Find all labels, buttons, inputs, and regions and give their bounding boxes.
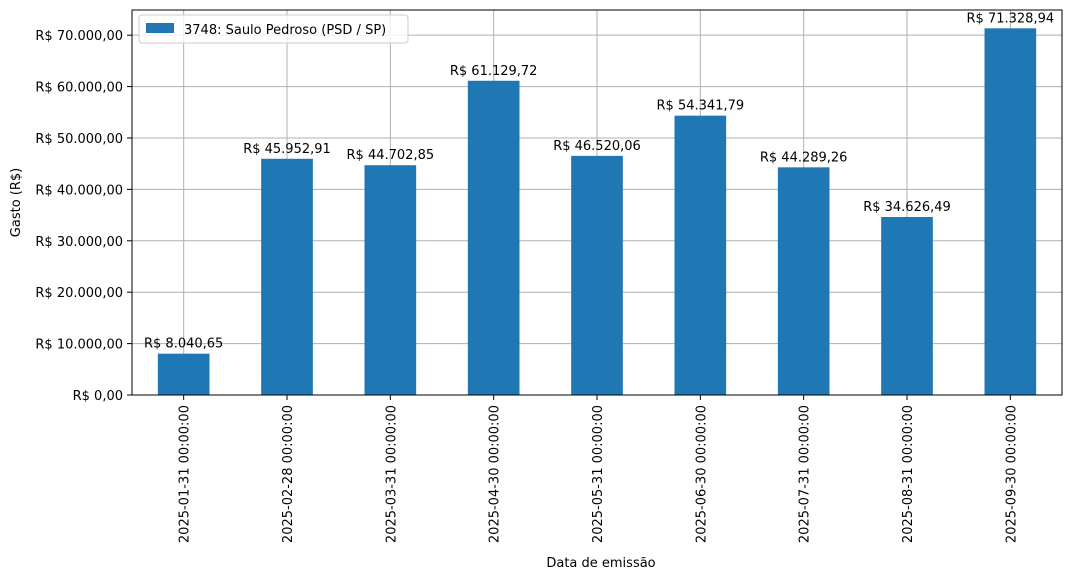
x-tick-label: 2025-04-30 00:00:00	[488, 405, 503, 543]
x-axis: 2025-01-31 00:00:00 2025-02-28 00:00:00 20…	[178, 395, 1019, 543]
x-axis-title: Data de emissão	[546, 556, 655, 571]
bar	[467, 80, 520, 396]
y-tick-label: R$ 30.000,00	[35, 235, 123, 250]
y-axis: R$ 0,00 R$ 10.000,00 R$ 20.000,00 R$ 30.000…	[35, 29, 132, 404]
bar	[157, 353, 210, 395]
legend-box	[138, 14, 409, 44]
bar	[674, 115, 727, 395]
bars	[157, 28, 1037, 396]
x-tick-label: 2025-08-31 00:00:00	[901, 405, 916, 543]
bar	[261, 158, 313, 395]
data-label: R$ 46.520,06	[553, 139, 641, 154]
y-tick-label: R$ 40.000,00	[35, 183, 123, 198]
y-tick-label: R$ 60.000,00	[35, 81, 123, 96]
bar	[777, 167, 830, 395]
x-tick-label: 2025-07-31 00:00:00	[798, 405, 813, 543]
y-tick-label: R$ 0,00	[73, 389, 123, 404]
y-tick-label: R$ 70.000,00	[35, 29, 123, 44]
data-label: R$ 61.129,72	[450, 64, 538, 79]
data-label: R$ 54.341,79	[657, 99, 745, 114]
x-tick-label: 2025-05-31 00:00:00	[591, 405, 606, 543]
bar	[571, 155, 623, 395]
data-label: R$ 71.328,94	[967, 11, 1055, 26]
x-tick-label: 2025-02-28 00:00:00	[281, 405, 296, 543]
data-label: R$ 45.952,91	[243, 142, 331, 157]
data-labels: R$ 8.040,65 R$ 45.952,91 R$ 44.702,85 R$ 61…	[144, 11, 1054, 351]
bar	[881, 217, 933, 395]
bar	[984, 28, 1037, 395]
legend: 3748: Saulo Pedroso (PSD / SP)	[138, 14, 409, 44]
data-label: R$ 8.040,65	[144, 337, 223, 352]
x-tick-label: 2025-06-30 00:00:00	[694, 405, 709, 543]
y-tick-label: R$ 20.000,00	[35, 286, 123, 301]
data-label: R$ 34.626,49	[863, 200, 951, 215]
data-label: R$ 44.289,26	[760, 150, 848, 165]
y-axis-title: Gasto (R$)	[9, 168, 24, 237]
x-tick-label: 2025-01-31 00:00:00	[178, 405, 193, 543]
bar	[364, 165, 417, 395]
x-tick-label: 2025-03-31 00:00:00	[384, 405, 399, 543]
legend-swatch	[146, 23, 174, 33]
x-tick-label: 2025-09-30 00:00:00	[1004, 405, 1019, 543]
legend-label: 3748: Saulo Pedroso (PSD / SP)	[184, 23, 386, 38]
data-label: R$ 44.702,85	[347, 148, 435, 163]
y-tick-label: R$ 10.000,00	[35, 338, 123, 353]
y-tick-label: R$ 50.000,00	[35, 132, 123, 147]
